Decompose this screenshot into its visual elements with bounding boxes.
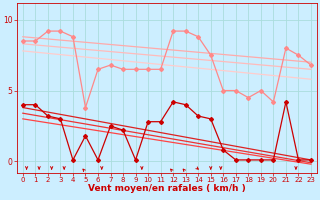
X-axis label: Vent moyen/en rafales ( km/h ): Vent moyen/en rafales ( km/h ) <box>88 184 246 193</box>
